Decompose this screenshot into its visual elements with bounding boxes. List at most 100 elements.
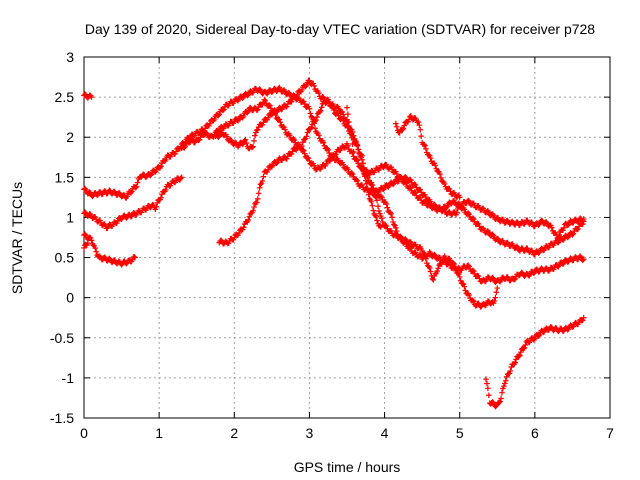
data-point [286,132,293,139]
y-tick-label: 1 [66,209,74,225]
data-point [408,177,414,183]
data-point [223,133,230,140]
data-point [93,248,100,255]
data-point [306,158,313,164]
data-point [379,219,386,225]
data-point [407,176,413,183]
data-point [466,263,472,270]
data-point [390,219,396,225]
data-point [388,211,394,217]
data-point [349,171,356,177]
data-point [118,216,125,222]
data-point [299,87,305,93]
data-point [423,146,429,152]
data-point [471,268,477,275]
data-point [182,143,189,149]
data-point [311,162,317,169]
data-point [535,333,542,339]
data-point [377,223,383,229]
data-point [564,234,571,241]
data-point [290,136,297,142]
data-point [422,252,428,258]
data-point [502,377,509,384]
data-point [497,398,503,405]
data-point [383,201,390,207]
data-point [84,240,91,246]
data-point [450,260,456,266]
data-point [158,163,164,170]
data-point [489,274,496,281]
data-point [321,142,328,149]
data-point [462,287,469,294]
data-point [427,155,434,161]
data-point [439,260,445,267]
data-point [153,203,160,210]
data-point [159,191,165,198]
data-point [306,77,313,84]
data-point [455,270,461,276]
data-point [365,191,372,198]
data-point [254,196,261,202]
y-tick-label: -1.5 [50,410,74,426]
data-point [221,106,227,113]
data-point [239,95,246,101]
data-point [418,189,425,196]
data-point [319,93,326,100]
data-point [303,82,310,88]
data-point [382,222,389,229]
data-point [363,180,370,187]
data-point [390,181,396,188]
data-point [360,160,366,167]
data-point [267,102,273,109]
data-point [403,180,409,187]
data-point [373,194,379,201]
data-point [399,127,406,133]
data-point [328,156,334,162]
data-point [250,143,256,150]
data-point [255,124,262,130]
data-point [570,230,577,237]
data-point [308,124,315,131]
data-point [345,111,351,117]
data-point [326,150,332,156]
data-point [471,298,477,305]
data-point [162,157,169,163]
data-point [260,173,267,180]
y-tick-label: -1 [62,370,75,386]
data-point [203,130,209,136]
data-point [255,104,262,110]
data-point [307,110,314,117]
data-point [251,204,257,210]
data-point [520,345,527,352]
data-point [284,103,290,110]
data-point [369,202,376,209]
data-point [88,94,95,100]
data-point [501,383,507,389]
data-point [517,349,524,356]
data-point [476,223,483,230]
data-point [178,174,185,181]
data-point [579,317,586,324]
data-point [216,111,223,118]
data-point [486,392,492,399]
data-point [522,342,529,348]
y-tick-label: -0.5 [50,330,74,346]
data-point [363,169,370,176]
data-point [441,181,448,187]
data-point [436,254,442,260]
data-point [312,125,318,132]
data-point [512,359,518,366]
data-point [402,236,409,242]
data-point [431,203,438,210]
data-point [240,113,247,119]
data-point [298,144,304,151]
data-point [536,332,543,338]
series-trace-8 [216,98,501,310]
data-point [579,221,586,227]
data-point [147,172,154,179]
data-point [494,285,501,291]
data-point [236,230,242,236]
data-point [580,256,587,262]
data-point [282,126,288,133]
